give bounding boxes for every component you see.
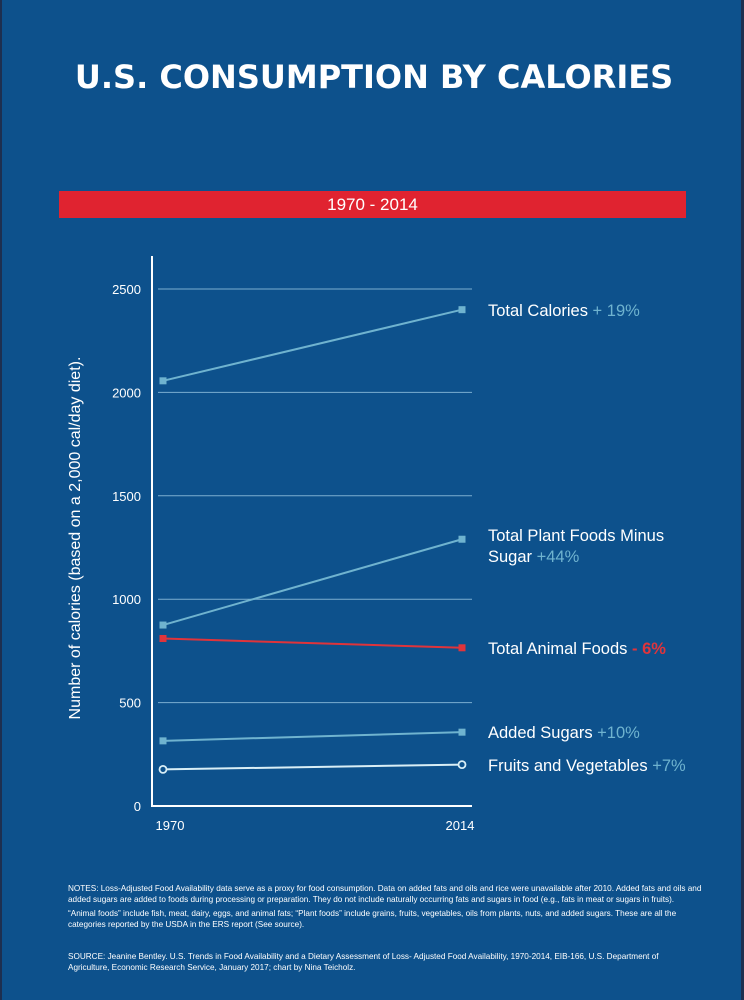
data-point-marker: [158, 764, 168, 774]
y-tick-label: 2000: [112, 385, 141, 400]
x-tick-labels: 1970 2014: [156, 818, 475, 833]
series-name: Added Sugars: [488, 724, 597, 742]
series-label-line-2: Sugar: [488, 548, 537, 566]
y-tick-label: 1500: [112, 489, 141, 504]
series-change: +10%: [597, 724, 640, 742]
y-tick-label: 1000: [112, 592, 141, 607]
y-tick-label: 0: [134, 799, 141, 814]
axes: [151, 256, 472, 807]
series-line: [162, 763, 463, 771]
series-label: Total Calories + 19%: [488, 302, 640, 320]
series-name: Fruits and Vegetables: [488, 757, 652, 775]
y-tick-labels: 0 500 1000 1500 2000 2500: [112, 282, 141, 814]
x-tick-label: 2014: [446, 818, 475, 833]
series-line: [162, 637, 463, 649]
series-label: Total Animal Foods - 6%: [488, 640, 666, 658]
data-point-marker: [159, 377, 167, 385]
date-range-banner: 1970 - 2014: [59, 191, 686, 218]
series-label: Total Plant Foods Minus Sugar +44%: [488, 527, 664, 566]
series-change: + 19%: [593, 302, 641, 320]
series-lines: [162, 308, 463, 771]
source-citation: SOURCE: Jeanine Bentley. U.S. Trends in …: [68, 952, 659, 972]
series-name: Total Animal Foods: [488, 640, 632, 658]
series-labels: Total Calories + 19% Total Plant Foods Mi…: [488, 302, 686, 775]
y-tick-label: 2500: [112, 282, 141, 297]
series-label: Fruits and Vegetables +7%: [488, 757, 686, 775]
line-chart: 0 500 1000 1500 2000 2500 1970 2014 Total Calo…: [112, 256, 686, 833]
y-tick-label: 500: [119, 696, 141, 711]
data-point-marker: [159, 621, 167, 629]
x-tick-label: 1970: [156, 818, 185, 833]
series-line: [162, 538, 463, 627]
series-change: - 6%: [632, 640, 666, 658]
page-title: U.S. CONSUMPTION BY CALORIES: [74, 58, 674, 96]
gridlines: [158, 288, 472, 704]
series-markers: [158, 306, 467, 774]
series-line: [162, 308, 463, 382]
data-point-marker: [458, 535, 466, 543]
series-label-line-1: Total Plant Foods Minus: [488, 527, 664, 545]
data-point-marker: [457, 760, 467, 770]
series-change: +7%: [652, 757, 686, 775]
data-point-marker: [458, 306, 466, 314]
notes-paragraph-2: “Animal foods” include fish, meat, dairy…: [68, 909, 677, 929]
series-label: Added Sugars +10%: [488, 724, 640, 742]
series-line: [162, 731, 463, 742]
data-point-marker: [159, 737, 167, 745]
notes-paragraph-1: NOTES: Loss-Adjusted Food Availability d…: [68, 884, 702, 904]
data-point-marker: [458, 644, 466, 652]
data-point-marker: [159, 634, 167, 642]
series-name: Total Calories: [488, 302, 593, 320]
data-point-marker: [458, 728, 466, 736]
notes: NOTES: Loss-Adjusted Food Availability d…: [68, 883, 708, 933]
series-change: +44%: [537, 548, 580, 566]
